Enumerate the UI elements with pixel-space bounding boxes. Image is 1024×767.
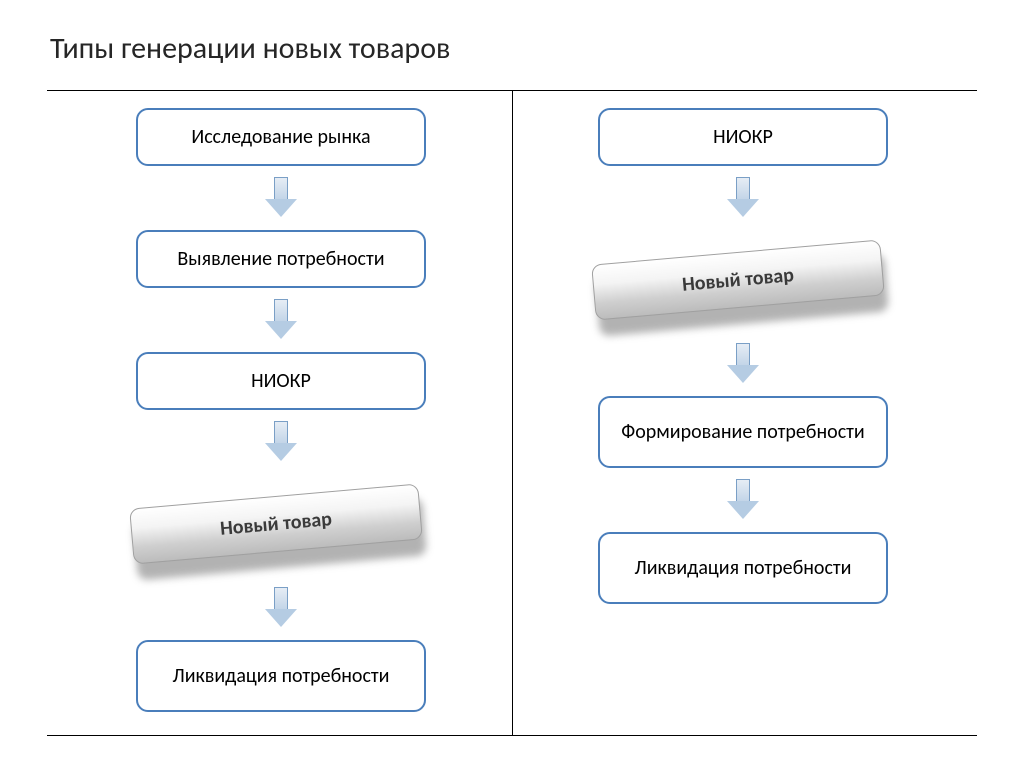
arrow-down-icon xyxy=(727,172,759,222)
right-column: НИОКР Новый товар Формирование потребнос… xyxy=(512,108,974,720)
flow-box-highlight: Новый товар xyxy=(583,234,903,330)
slide-title: Типы генерации новых товаров xyxy=(50,30,974,67)
flow-box: Формирование потребности xyxy=(598,396,888,468)
flow-box-label: Новый товар xyxy=(681,263,795,297)
arrow-down-icon xyxy=(727,338,759,388)
flow-box: Ликвидация потребности xyxy=(598,532,888,604)
flow-box: Ликвидация потребности xyxy=(136,640,426,712)
flow-box-label: Новый товар xyxy=(219,507,333,541)
flow-box-label: НИОКР xyxy=(251,368,311,394)
flow-box: НИОКР xyxy=(136,352,426,410)
flow-box-highlight: Новый товар xyxy=(121,478,441,574)
slide: Типы генерации новых товаров Исследовани… xyxy=(0,0,1024,767)
flow-box-label: Выявление потребности xyxy=(177,246,384,272)
flow-box-label: НИОКР xyxy=(713,124,773,150)
flow-box: Выявление потребности xyxy=(136,230,426,288)
flow-box: НИОКР xyxy=(598,108,888,166)
arrow-down-icon xyxy=(265,416,297,466)
bottom-divider xyxy=(47,735,977,736)
arrow-down-icon xyxy=(727,474,759,524)
flow-box: Исследование рынка xyxy=(136,108,426,166)
flow-box-label: Формирование потребности xyxy=(621,419,864,445)
arrow-down-icon xyxy=(265,172,297,222)
left-column: Исследование рынка Выявление потребности… xyxy=(50,108,512,720)
flow-box-label: Ликвидация потребности xyxy=(634,555,851,581)
arrow-down-icon xyxy=(265,294,297,344)
flow-columns: Исследование рынка Выявление потребности… xyxy=(50,108,974,720)
flow-box-label: Исследование рынка xyxy=(191,124,370,150)
flow-box-label: Ликвидация потребности xyxy=(172,663,389,689)
arrow-down-icon xyxy=(265,582,297,632)
